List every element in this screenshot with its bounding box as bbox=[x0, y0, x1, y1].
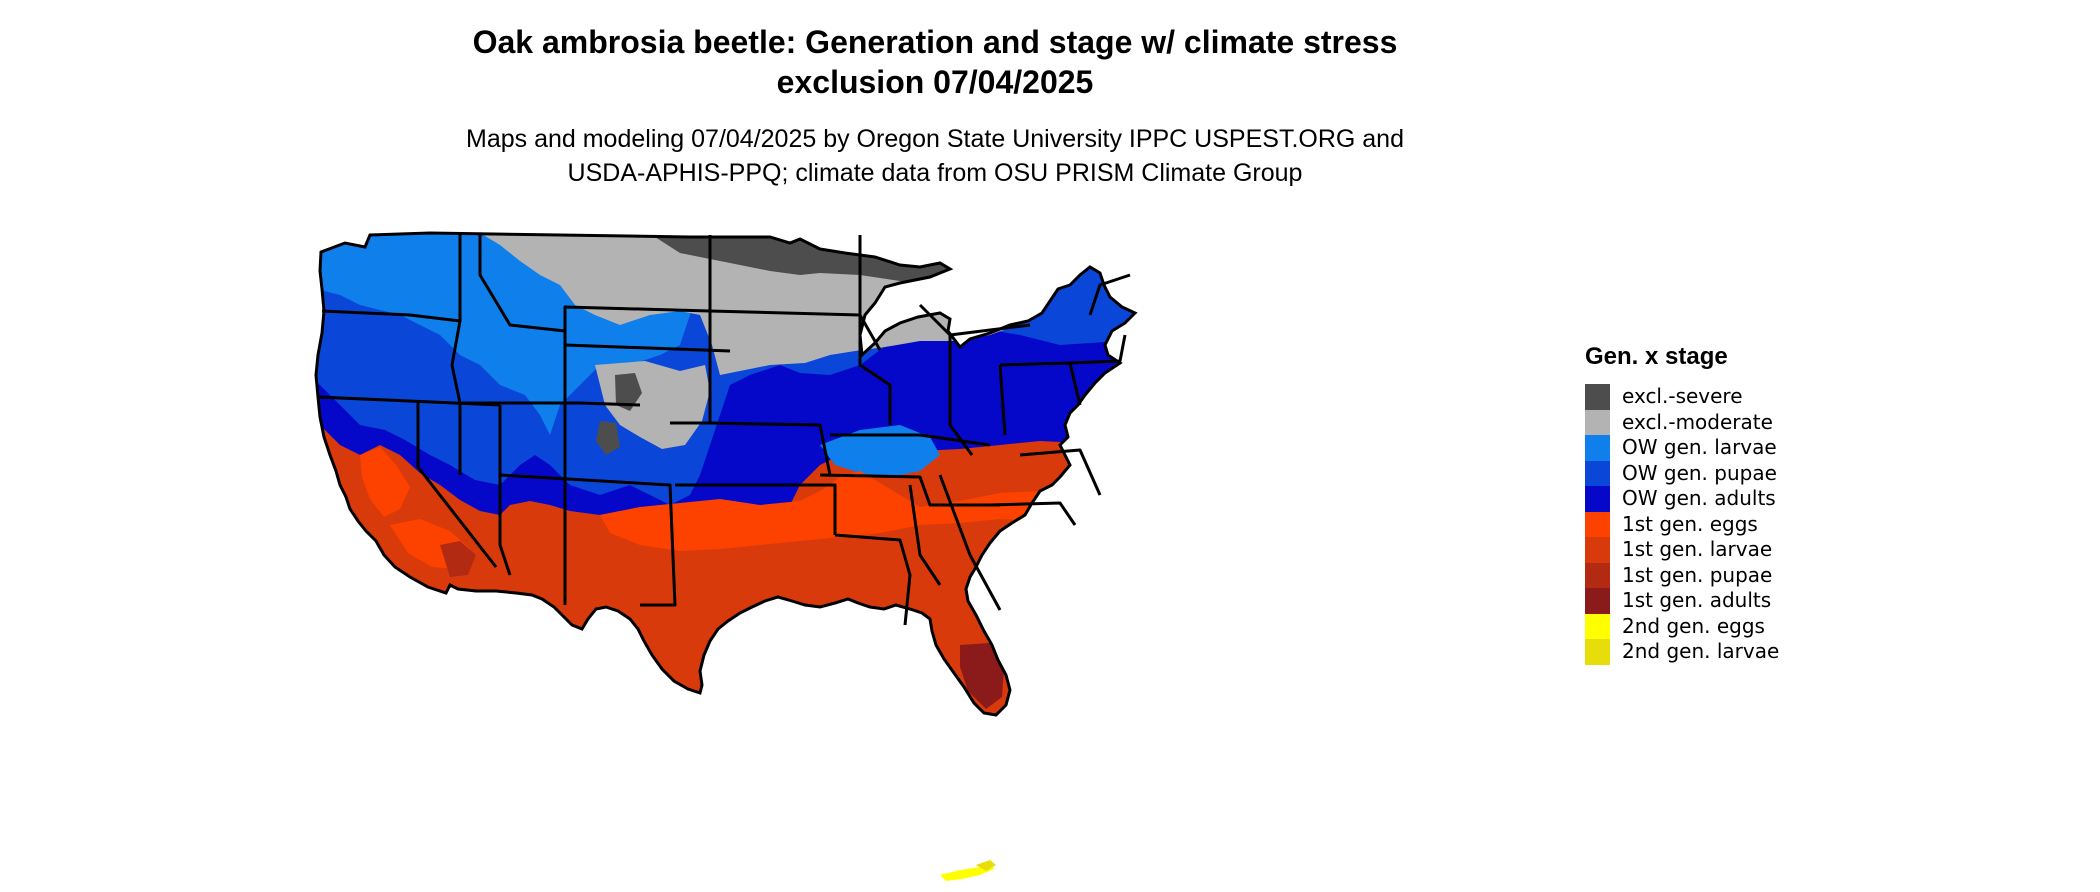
legend-swatch bbox=[1585, 409, 1610, 435]
legend-label: OW gen. pupae bbox=[1622, 460, 1777, 485]
region-1st-gen-pupae-arizona bbox=[440, 541, 476, 577]
legend-items: excl.-severe excl.-moderate OW gen. larvae… bbox=[1585, 384, 1865, 665]
boundary-mt-south bbox=[478, 233, 711, 333]
legend: Gen. x stage excl.-severe excl.-moderate O… bbox=[1585, 342, 1865, 665]
legend-title: Gen. x stage bbox=[1585, 343, 1728, 370]
boundary-az-nm-co bbox=[499, 473, 677, 607]
legend-swatch bbox=[1585, 537, 1610, 563]
legend-label: 1st gen. larvae bbox=[1622, 537, 1773, 562]
legend-swatch bbox=[1585, 384, 1610, 410]
legend-swatch bbox=[1585, 613, 1610, 639]
legend-item: 2nd gen. larvae bbox=[1585, 639, 1865, 665]
legend-swatch bbox=[1585, 639, 1610, 665]
legend-item: 1st gen. pupae bbox=[1585, 562, 1865, 588]
map-subtitle-line-2: USDA-APHIS-PPQ; climate data from OSU PR… bbox=[567, 159, 1303, 187]
legend-label: 2nd gen. larvae bbox=[1622, 639, 1780, 664]
legend-label: 1st gen. adults bbox=[1622, 588, 1772, 613]
region-ow-gen-larvae-northeast bbox=[1200, 275, 1310, 327]
legend-item: 1st gen. adults bbox=[1585, 588, 1865, 614]
boundary-in-oh bbox=[998, 364, 1007, 436]
legend-item: excl.-moderate bbox=[1585, 409, 1865, 435]
legend-swatch bbox=[1585, 460, 1610, 486]
region-1st-gen-pupae-texas bbox=[720, 625, 800, 685]
region-ow-gen-larvae-plains bbox=[820, 425, 940, 477]
legend-item: 2nd gen. eggs bbox=[1585, 613, 1865, 639]
legend-item: OW gen. larvae bbox=[1585, 435, 1865, 461]
legend-swatch bbox=[1585, 486, 1610, 512]
legend-label: 1st gen. eggs bbox=[1622, 511, 1758, 536]
boundary-mo-ar-tn bbox=[830, 433, 991, 447]
boundary-nc-sc bbox=[989, 501, 1077, 526]
boundary-ks-north bbox=[709, 421, 832, 476]
map-title: Oak ambrosia beetle: Generation and stag… bbox=[300, 22, 1570, 102]
boundary-wa-or bbox=[321, 309, 461, 323]
us-map-svg bbox=[314, 215, 1560, 881]
legend-swatch bbox=[1585, 588, 1610, 614]
legend-swatch bbox=[1585, 435, 1610, 461]
map-subtitle: Maps and modeling 07/04/2025 by Oregon S… bbox=[300, 122, 1570, 190]
map-title-line-2: exclusion 07/04/2025 bbox=[776, 64, 1094, 100]
state-boundaries bbox=[317, 233, 1131, 626]
boundary-ca-nv bbox=[416, 403, 498, 568]
legend-label: OW gen. larvae bbox=[1622, 435, 1777, 460]
map-title-line-1: Oak ambrosia beetle: Generation and stag… bbox=[472, 24, 1398, 60]
boundary-va-nc bbox=[1019, 448, 1102, 496]
legend-label: excl.-moderate bbox=[1622, 409, 1773, 434]
legend-item: 1st gen. larvae bbox=[1585, 537, 1865, 563]
legend-label: 2nd gen. eggs bbox=[1622, 613, 1765, 638]
region-1st-gen-adults-texas bbox=[730, 651, 780, 701]
boundary-il-in bbox=[948, 335, 974, 456]
boundary-ok-ar-ms bbox=[819, 473, 1000, 507]
legend-label: OW gen. adults bbox=[1622, 486, 1776, 511]
legend-swatch bbox=[1585, 511, 1610, 537]
boundary-wi-mi bbox=[918, 303, 1031, 337]
legend-swatch bbox=[1585, 562, 1610, 588]
boundary-wy-sd bbox=[564, 343, 731, 353]
region-excl-severe-wyoming bbox=[615, 373, 642, 411]
boundary-tx-la bbox=[834, 533, 912, 626]
region-1st-gen-eggs-california bbox=[360, 447, 410, 517]
boundary-id-west bbox=[450, 233, 462, 475]
region-1st-gen-adults-florida bbox=[960, 643, 1004, 709]
region-excl-moderate-newengland bbox=[1320, 215, 1560, 295]
boundary-nd-sd-ne-co bbox=[670, 235, 712, 425]
boundary-new-england bbox=[1088, 273, 1131, 316]
boundary-pa-ny bbox=[1069, 334, 1127, 365]
boundary-nv-az bbox=[498, 405, 512, 576]
boundary-nm-tx-ok bbox=[675, 483, 837, 535]
region-excl-severe-colorado bbox=[596, 421, 620, 455]
legend-label: 1st gen. pupae bbox=[1622, 562, 1773, 587]
region-2nd-gen-larvae-keys bbox=[976, 860, 996, 871]
us-map bbox=[300, 215, 1560, 890]
boundary-ms-al bbox=[908, 484, 942, 586]
legend-item: 1st gen. eggs bbox=[1585, 511, 1865, 537]
legend-item: OW gen. pupae bbox=[1585, 460, 1865, 486]
boundary-al-ga bbox=[938, 474, 1002, 611]
legend-label: excl.-severe bbox=[1622, 384, 1743, 409]
boundary-ia-mo bbox=[858, 315, 892, 425]
legend-item: excl.-severe bbox=[1585, 384, 1865, 410]
boundary-ut-north bbox=[460, 401, 641, 407]
map-subtitle-line-1: Maps and modeling 07/04/2025 by Oregon S… bbox=[466, 125, 1404, 153]
legend-item: OW gen. adults bbox=[1585, 486, 1865, 512]
